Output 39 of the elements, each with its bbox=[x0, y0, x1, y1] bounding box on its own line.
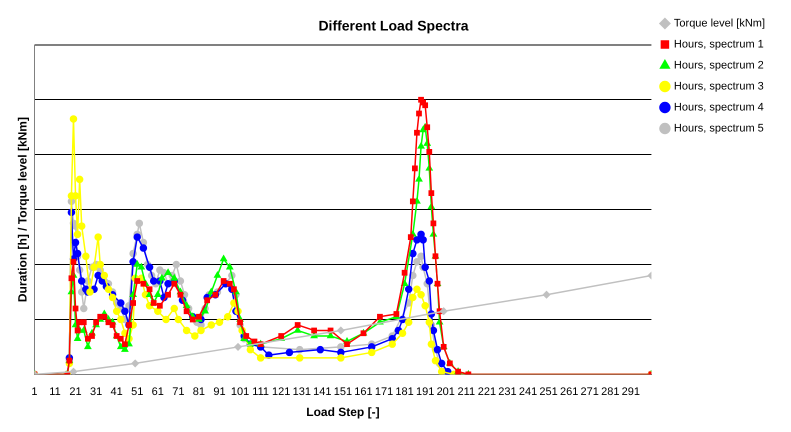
x-tick-label: 241 bbox=[518, 386, 538, 398]
x-tick-label: 161 bbox=[354, 386, 373, 398]
x-tick-label: 231 bbox=[498, 386, 517, 398]
x-tick-label: 41 bbox=[110, 386, 123, 398]
x-tick-label: 81 bbox=[192, 386, 206, 398]
x-tick-label: 221 bbox=[478, 386, 496, 398]
x-tick-label: 71 bbox=[172, 386, 184, 398]
x-tick-label: 251 bbox=[539, 386, 558, 398]
x-tick-label: 61 bbox=[152, 386, 164, 398]
x-tick-label: 31 bbox=[90, 386, 102, 398]
legend-label: Hours, spectrum 4 bbox=[674, 102, 764, 114]
legend-label: Hours, spectrum 1 bbox=[674, 38, 764, 51]
x-tick-label: 271 bbox=[580, 386, 599, 398]
chart-title: Different Load Spectra bbox=[318, 17, 469, 34]
x-tick-label: 1 bbox=[31, 386, 38, 398]
legend-label: Hours, spectrum 5 bbox=[674, 122, 764, 135]
legend-label: Hours, spectrum 3 bbox=[674, 80, 764, 93]
x-tick-label: 291 bbox=[622, 386, 640, 398]
x-tick-label: 261 bbox=[560, 386, 578, 398]
x-tick-label: 111 bbox=[252, 386, 270, 398]
x-tick-label: 201 bbox=[436, 386, 455, 398]
x-tick-label: 51 bbox=[131, 386, 144, 398]
x-tick-label: 171 bbox=[374, 386, 394, 398]
x-tick-label: 281 bbox=[601, 386, 620, 398]
x-tick-label: 141 bbox=[313, 386, 332, 398]
x-tick-label: 21 bbox=[69, 386, 82, 398]
legend-label: Torque level [kNm] bbox=[674, 18, 766, 30]
x-tick-label: 151 bbox=[334, 386, 352, 398]
x-tick-label: 101 bbox=[230, 386, 250, 398]
x-tick-label: 181 bbox=[395, 386, 414, 398]
legend-label: Hours, spectrum 2 bbox=[674, 60, 764, 72]
x-tick-label: 121 bbox=[272, 386, 290, 398]
x-tick-label: 131 bbox=[292, 386, 311, 398]
y-axis-title: Duration [h] / Torque level [kNm] bbox=[16, 117, 30, 302]
x-tick-label: 211 bbox=[458, 386, 476, 398]
x-tick-label: 91 bbox=[213, 386, 226, 398]
x-axis-title: Load Step [-] bbox=[306, 405, 380, 420]
x-tick-label: 191 bbox=[416, 386, 434, 398]
x-tick-label: 11 bbox=[49, 386, 61, 398]
